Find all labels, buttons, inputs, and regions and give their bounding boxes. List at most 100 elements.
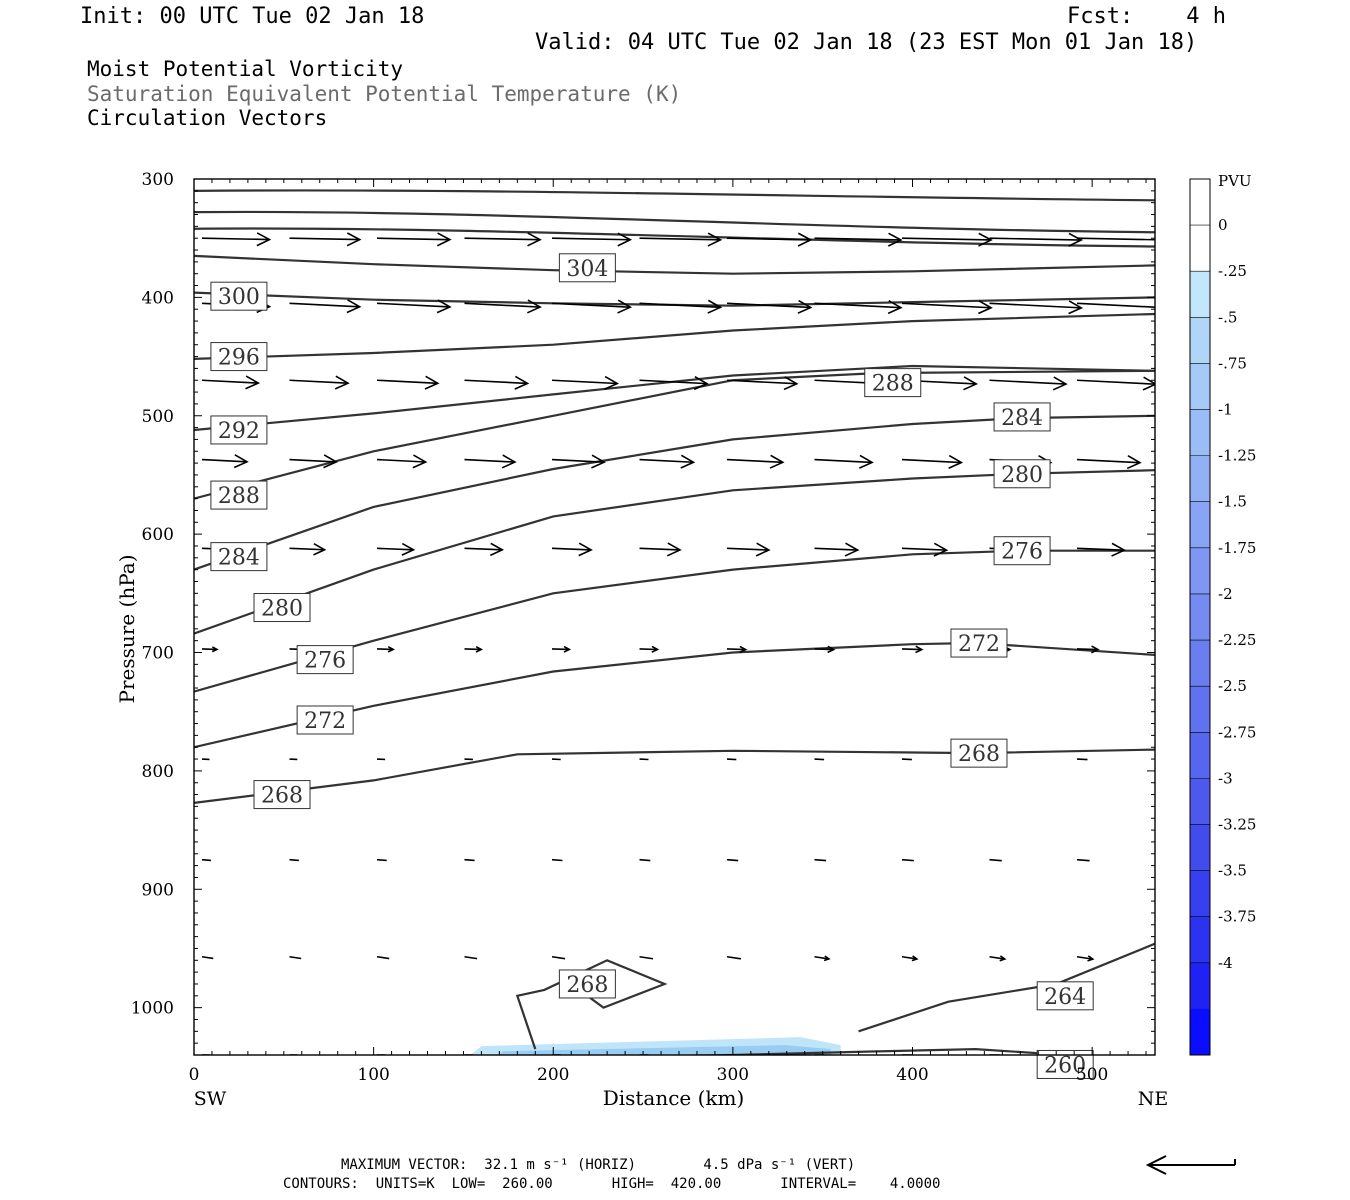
vector-shaft [639, 648, 658, 651]
vector-arrow [989, 955, 1007, 962]
vector-shaft [464, 648, 482, 651]
contour-label-text: 288 [872, 372, 914, 397]
vector-shaft [1076, 955, 1093, 960]
vector-arrow [1076, 233, 1172, 246]
x-right-label: NE [1138, 1088, 1169, 1110]
vector-head [617, 299, 633, 314]
vector-arrow [901, 454, 964, 469]
vector-arrow [464, 232, 542, 247]
colorbar-label: -4 [1218, 954, 1233, 972]
vector-shaft [551, 858, 563, 862]
vector-arrow [989, 300, 1084, 315]
vector-head [401, 542, 416, 556]
colorbar-swatch [1190, 916, 1210, 964]
field-title-vectors: Circulation Vectors [87, 106, 328, 130]
contour-line-upper [194, 227, 1155, 248]
vector-shaft [639, 379, 708, 385]
vector-head [680, 454, 696, 469]
vector-shaft [989, 237, 1082, 241]
colorbar-label: -.25 [1218, 262, 1247, 280]
contour-label-292: 292 [210, 415, 268, 445]
vector-shaft [901, 648, 922, 651]
contour-line-260 [650, 1047, 1082, 1055]
vector-arrow [901, 300, 993, 315]
contour-label-box [253, 593, 311, 623]
vector-head [617, 232, 633, 247]
vector-arrow [376, 299, 452, 314]
vector-shaft [1076, 302, 1155, 308]
vector-shaft [639, 302, 721, 309]
contour-label-box [210, 342, 268, 372]
vector-shaft [464, 302, 541, 308]
reference-vector-arrow [1145, 1155, 1236, 1175]
y-tick-label: 900 [142, 880, 174, 900]
vector-head [1159, 233, 1172, 246]
colorbar-swatch [1190, 593, 1210, 641]
vector-head [977, 300, 993, 315]
contour-label-box [296, 705, 354, 735]
colorbar-label: -3.25 [1218, 815, 1256, 833]
contour-label-284: 284 [993, 402, 1051, 432]
pvu-colorbar: PVU 0 -.25 -.5 -.75 -1 -1.25 -1.5 -1.75 -2 -2.25 -2… [1189, 172, 1256, 1056]
y-axis-title: Pressure (hPa) [115, 555, 139, 704]
contour-label-288: 288 [210, 480, 268, 510]
vector-arrow [1076, 858, 1090, 862]
vector-shaft [464, 547, 503, 551]
vector-arrow [289, 858, 299, 862]
vector-head [707, 299, 723, 314]
vector-arrow [639, 375, 709, 391]
colorbar-swatch [1190, 501, 1210, 549]
vector-shaft [464, 858, 475, 862]
vector-arrow [814, 645, 836, 654]
colorbar-swatch [1190, 363, 1210, 411]
colorbar-swatch [1190, 225, 1210, 272]
vector-shaft [726, 237, 811, 241]
vector-arrow [201, 858, 212, 862]
y-tick-label: 700 [142, 644, 174, 664]
contour-label-280: 280 [253, 593, 311, 623]
vector-head [911, 955, 919, 962]
vector-arrow [464, 375, 530, 390]
vector-shaft [551, 458, 605, 463]
contour-label-276: 276 [993, 536, 1051, 566]
vector-head [475, 645, 484, 653]
vector-head [1159, 301, 1172, 314]
vector-head [501, 454, 517, 469]
vector-head [999, 955, 1007, 962]
vector-shaft [1076, 758, 1088, 761]
vector-shaft [289, 458, 337, 463]
vector-arrow [726, 542, 771, 557]
vector-arrow [814, 542, 860, 557]
contour-label-296: 296 [210, 342, 268, 372]
vector-shaft [289, 237, 360, 241]
y-tick-label: 500 [142, 407, 174, 427]
contour-label-text: 288 [218, 484, 260, 509]
vector-arrow [1076, 645, 1100, 654]
vector-shaft [726, 379, 797, 385]
vector-arrow [901, 858, 914, 862]
vector-arrow [1076, 758, 1088, 761]
vector-head [1052, 376, 1068, 391]
colorbar-swatch [1190, 732, 1210, 779]
vector-head [844, 542, 860, 557]
vector-arrow [201, 375, 261, 390]
vector-head [1068, 232, 1084, 247]
colorbar-label: -2.75 [1218, 723, 1256, 741]
vector-arrow [376, 454, 428, 469]
x-tick-label: 100 [357, 1065, 389, 1085]
vector-arrow [289, 299, 362, 314]
contour-label-box [558, 969, 616, 999]
vector-arrow [639, 858, 651, 862]
contour-label-264: 264 [1036, 981, 1094, 1011]
vector-head [1126, 455, 1142, 470]
vector-arrow [726, 376, 799, 391]
vector-shaft [464, 458, 515, 463]
vector-shaft [1076, 379, 1155, 385]
vector-arrow [901, 955, 919, 962]
contour-label-box [210, 281, 268, 311]
vector-arrow [901, 645, 924, 654]
contour-line-304 [194, 254, 1155, 275]
vector-head [858, 454, 874, 469]
max-vector-info: MAXIMUM VECTOR: 32.1 m s⁻¹ (HORIZ) 4.5 d… [341, 1157, 856, 1173]
